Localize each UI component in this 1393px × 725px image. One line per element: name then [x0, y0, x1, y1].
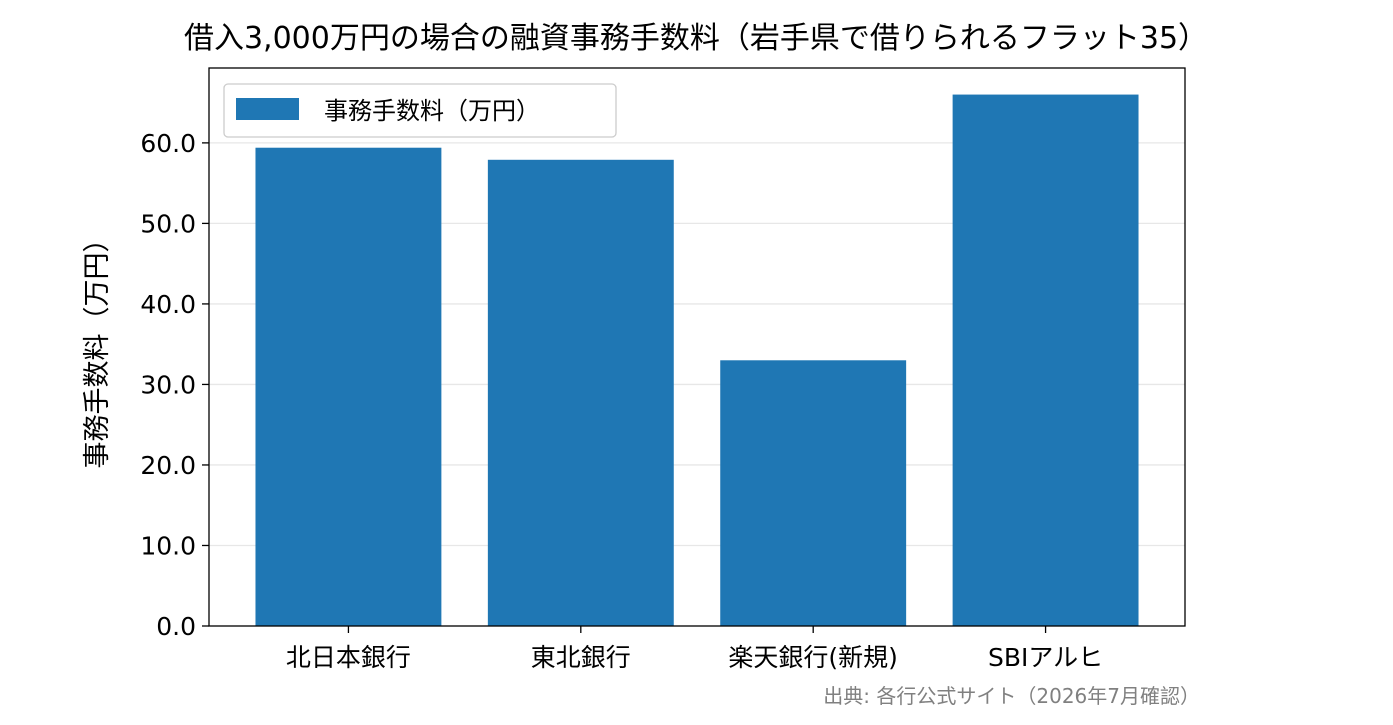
chart-title: 借入3,000万円の場合の融資事務手数料（岩手県で借りられるフラット35） [184, 21, 1208, 56]
legend-label: 事務手数料（万円） [324, 97, 540, 125]
x-tick-label: 楽天銀行(新規) [728, 643, 898, 672]
bars [255, 94, 1139, 627]
bar [952, 94, 1139, 627]
legend-swatch [236, 98, 299, 120]
x-tick-label: SBIアルヒ [988, 643, 1103, 672]
y-tick-label: 0.0 [156, 612, 196, 641]
y-tick-label: 60.0 [140, 129, 196, 158]
y-tick-label: 50.0 [140, 209, 196, 238]
source-note: 出典: 各行公式サイト（2026年7月確認） [823, 684, 1200, 708]
y-axis-label: 事務手数料（万円） [82, 226, 113, 469]
plot-frame [208, 67, 1186, 627]
y-tick-label: 20.0 [140, 451, 196, 480]
bar [255, 147, 442, 626]
y-tick-label: 40.0 [140, 290, 196, 319]
x-axis: 北日本銀行 東北銀行 楽天銀行(新規) SBIアルヒ [286, 626, 1103, 672]
bar [720, 360, 907, 626]
legend: 事務手数料（万円） [223, 83, 617, 138]
y-tick-label: 30.0 [140, 370, 196, 399]
y-tick-label: 10.0 [140, 531, 196, 560]
bar [487, 159, 674, 626]
legend-frame [223, 83, 617, 138]
y-axis: 0.0 10.0 20.0 30.0 40.0 50.0 60.0 [140, 129, 209, 641]
x-tick-label: 東北銀行 [531, 643, 631, 672]
x-tick-label: 北日本銀行 [286, 643, 411, 672]
